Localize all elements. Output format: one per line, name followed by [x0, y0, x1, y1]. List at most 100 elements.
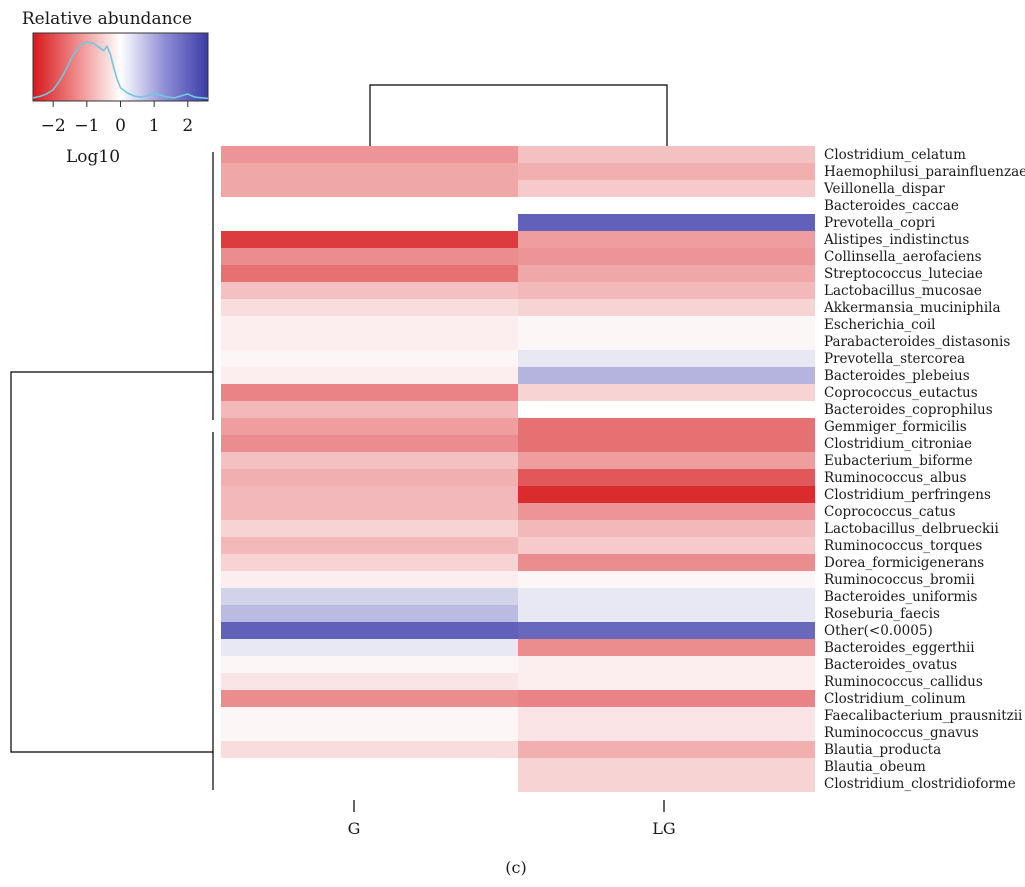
- row-label: Ruminococcus_albus: [824, 470, 967, 486]
- heatmap-cell: [221, 418, 518, 435]
- heatmap-cell: [518, 452, 815, 469]
- heatmap-cell: [518, 469, 815, 486]
- heatmap-cell: [518, 418, 815, 435]
- row-label: Escherichia_coil: [824, 317, 936, 333]
- heatmap-cell: [221, 384, 518, 401]
- row-label: Collinsella_aerofaciens: [824, 249, 982, 265]
- row-label: Other(<0.0005): [824, 623, 933, 639]
- heatmap-cell: [221, 656, 518, 673]
- row-label: Eubacterium_biforme: [824, 453, 973, 469]
- heatmap-cell: [221, 452, 518, 469]
- row-label: Clostridium_citroniae: [824, 436, 972, 452]
- heatmap-cell: [221, 724, 518, 741]
- heatmap-cell: [221, 741, 518, 758]
- row-label: Bacteroides_uniformis: [824, 589, 978, 605]
- row-label: Ruminococcus_gnavus: [824, 725, 979, 741]
- heatmap-cell: [518, 486, 815, 503]
- heatmap-cell: [221, 469, 518, 486]
- heatmap-cell: [221, 571, 518, 588]
- heatmap-cell: [518, 673, 815, 690]
- heatmap-cell: [221, 673, 518, 690]
- legend-tick-label: −1: [74, 116, 99, 136]
- heatmap-cell: [221, 146, 518, 163]
- row-label: Alistipes_indistinctus: [823, 232, 969, 248]
- row-label: Bacteroides_ovatus: [824, 657, 957, 673]
- row-label: Clostridium_celatum: [824, 147, 966, 163]
- heatmap-cell: [518, 435, 815, 452]
- heatmap-cell: [518, 282, 815, 299]
- row-dendrogram: [10, 152, 214, 790]
- heatmap-cell: [518, 571, 815, 588]
- heatmap-cell: [518, 384, 815, 401]
- row-label: Parabacteroides_distasonis: [824, 334, 1010, 350]
- heatmap-cell: [221, 333, 518, 350]
- heatmap-cell: [221, 180, 518, 197]
- heatmap-cell: [221, 690, 518, 707]
- heatmap-cell: [518, 690, 815, 707]
- column-label: G: [348, 819, 361, 838]
- heatmap-cell: [221, 248, 518, 265]
- row-label: Prevotella_stercorea: [824, 351, 965, 367]
- row-label: Gemmiger_formicilis: [824, 419, 967, 435]
- heatmap-cell: [518, 248, 815, 265]
- row-label: Bacteroides_plebeius: [824, 368, 970, 384]
- row-label: Veillonella_dispar: [823, 181, 945, 197]
- heatmap-cell: [221, 282, 518, 299]
- legend-tick-label: 0: [115, 116, 126, 136]
- row-label: Lactobacillus_delbrueckii: [824, 521, 999, 537]
- heatmap-cell: [518, 537, 815, 554]
- row-label: Blautia_producta: [824, 742, 941, 758]
- heatmap-cell: [518, 741, 815, 758]
- legend-tick-label: −2: [41, 116, 66, 136]
- heatmap-cell: [518, 503, 815, 520]
- heatmap-cell: [518, 265, 815, 282]
- heatmap-cell: [221, 554, 518, 571]
- heatmap-cell: [221, 367, 518, 384]
- heatmap-cell: [518, 588, 815, 605]
- heatmap-cell: [221, 316, 518, 333]
- column-labels: G LG: [348, 800, 676, 838]
- row-dendrogram-branch: [10, 371, 213, 753]
- heatmap-cell: [221, 231, 518, 248]
- heatmap-cell: [518, 622, 815, 639]
- row-label: Dorea_formicigenerans: [824, 555, 984, 571]
- column-dendrogram: [369, 84, 668, 146]
- heatmap-cell: [518, 554, 815, 571]
- row-label: Prevotella_copri: [824, 215, 936, 231]
- heatmap-cell: [518, 605, 815, 622]
- heatmap-cell: [221, 503, 518, 520]
- row-label: Clostridium_colinum: [824, 691, 966, 707]
- heatmap-cell: [221, 265, 518, 282]
- row-label: Clostridium_perfringens: [824, 487, 991, 503]
- row-label: Clostridium_clostridioforme: [824, 776, 1016, 792]
- legend-tick-label: 2: [182, 116, 193, 136]
- column-label: LG: [652, 819, 675, 838]
- heatmap-cell: [518, 350, 815, 367]
- heatmap-cell: [518, 333, 815, 350]
- legend-title: Relative abundance: [22, 9, 192, 29]
- heatmap-cell: [221, 622, 518, 639]
- row-label: Bacteroides_coprophilus: [824, 402, 993, 418]
- heatmap-cell: [518, 146, 815, 163]
- heatmap-cell: [518, 707, 815, 724]
- heatmap-cell: [518, 180, 815, 197]
- heatmap-cell: [518, 639, 815, 656]
- heatmap-cell: [221, 163, 518, 180]
- heatmap-cell: [518, 367, 815, 384]
- row-label: Ruminococcus_torques: [824, 538, 982, 554]
- heatmap-cell: [221, 537, 518, 554]
- legend-tick-label: 1: [149, 116, 160, 136]
- row-label: Roseburia_faecis: [824, 606, 940, 622]
- heatmap-cell: [221, 401, 518, 418]
- heatmap-cells: [221, 146, 815, 792]
- heatmap-cell: [518, 724, 815, 741]
- row-label: Akkermansia_muciniphila: [823, 300, 1001, 316]
- row-labels: Clostridium_celatumHaemophilusi_parainfl…: [823, 147, 1025, 792]
- heatmap-cell: [221, 435, 518, 452]
- row-label: Haemophilusi_parainfluenzae: [824, 164, 1025, 180]
- heatmap-cell: [221, 520, 518, 537]
- legend-unit-label: Log10: [66, 147, 120, 167]
- heatmap-cell: [518, 231, 815, 248]
- heatmap-cell: [221, 299, 518, 316]
